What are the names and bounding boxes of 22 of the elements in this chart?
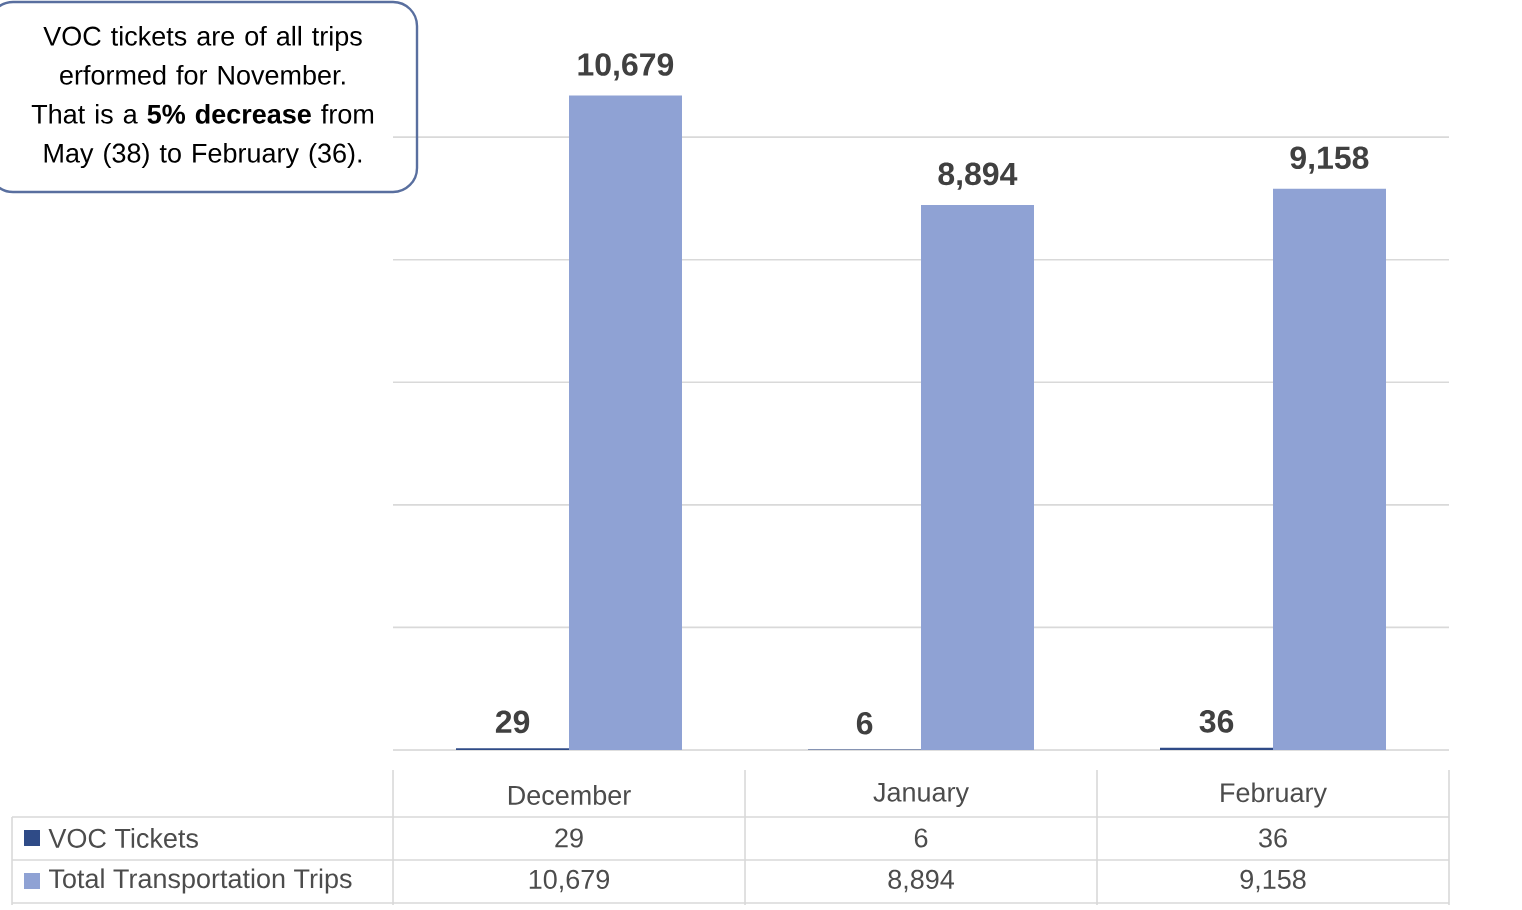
- x-tick-label: January: [873, 782, 969, 808]
- x-tick-label: February: [1221, 782, 1327, 808]
- text: VOC tickets are of all trips erformed for November. That is a 5% decrease from May (38) to February (36).: [31, 25, 374, 169]
- data-label: 10,679: [529, 869, 610, 893]
- bar: [921, 204, 1034, 750]
- text: 8,894: [938, 162, 1018, 190]
- text: 6: [856, 711, 873, 735]
- text: 10,679: [578, 53, 674, 81]
- legend-label: VOC Tickets: [48, 828, 198, 848]
- bar: [1160, 747, 1273, 750]
- data-label: 6: [914, 828, 928, 848]
- data-label: 9,158: [1240, 869, 1306, 893]
- legend-label: Total Transportation Trips: [49, 868, 352, 894]
- bar: [1273, 188, 1386, 750]
- data-label: 8,894: [888, 869, 955, 893]
- text: 29: [495, 710, 530, 734]
- data-label: 36: [1259, 828, 1287, 848]
- text: 36: [1199, 710, 1234, 733]
- data-label: 29: [555, 828, 583, 848]
- text: 9,158: [1290, 146, 1369, 174]
- bar: [569, 95, 683, 750]
- x-tick-label: December: [508, 785, 631, 805]
